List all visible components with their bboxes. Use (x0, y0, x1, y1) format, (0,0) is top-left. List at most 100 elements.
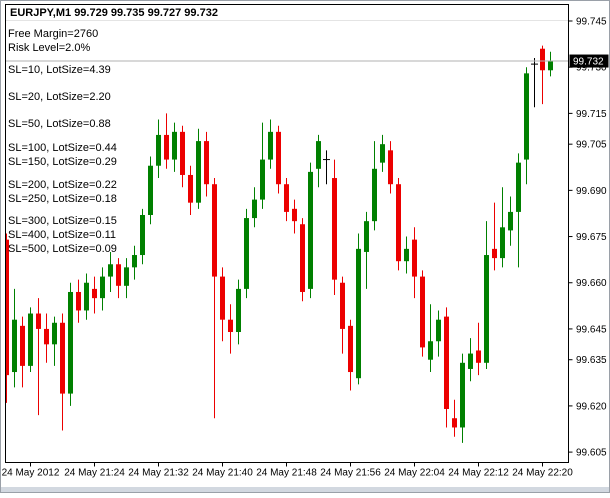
candle (460, 353, 465, 443)
comment-line: SL=20, LotSize=2.20 (8, 91, 111, 103)
candle (508, 196, 513, 246)
candle (140, 208, 145, 265)
price-tick-label: 99.730 (576, 63, 607, 74)
price-tick-label: 99.705 (576, 140, 607, 151)
comment-line: SL=250, LotSize=0.18 (8, 193, 117, 205)
bear-body (6, 239, 9, 376)
bull-body (28, 313, 33, 366)
candle (500, 187, 505, 268)
candle (124, 258, 129, 299)
bear-body (476, 350, 481, 363)
candle (356, 233, 361, 385)
bear-body (20, 325, 25, 366)
time-tick-label: 24 May 22:04 (384, 468, 445, 479)
window-bottom-edge (0, 487, 610, 493)
price-tag-box (569, 54, 609, 68)
price-tick-label: 99.660 (576, 278, 607, 289)
bull-body (132, 255, 137, 268)
candle (548, 51, 553, 77)
price-tick-label: 99.635 (576, 355, 607, 366)
candle (524, 67, 529, 185)
bear-body (492, 248, 497, 259)
bull-body (364, 221, 369, 252)
bear-body (164, 134, 169, 160)
candle (6, 233, 9, 403)
bear-body (188, 174, 193, 203)
bear-body (300, 224, 305, 292)
candle (428, 304, 433, 373)
candle (316, 134, 321, 188)
chart-title: EURJPY,M1 99.729 99.735 99.727 99.732 (10, 7, 218, 19)
candle (236, 279, 241, 345)
bull-body (84, 282, 89, 311)
candle (12, 288, 17, 388)
candle (484, 221, 489, 369)
bear-body (284, 184, 289, 212)
candle (380, 134, 385, 172)
current-price-tag: 99.732 (569, 54, 609, 68)
comment-line: SL=50, LotSize=0.88 (8, 118, 111, 130)
candle (252, 187, 257, 228)
bear-body (228, 319, 233, 333)
bull-body (380, 144, 385, 163)
bear-body (348, 325, 353, 373)
candle (100, 267, 105, 311)
candle (28, 307, 33, 373)
candle (468, 338, 473, 382)
candle (436, 310, 441, 357)
bull-body (524, 73, 529, 160)
price-tick-label: 99.605 (576, 448, 607, 459)
bull-body (460, 362, 465, 428)
bull-body (508, 211, 513, 231)
bull-body (516, 162, 521, 212)
bull-body (236, 288, 241, 333)
candle (372, 141, 377, 231)
candles-layer (6, 45, 553, 443)
candle (84, 273, 89, 320)
bear-body (76, 291, 81, 311)
bear-body (420, 276, 425, 348)
price-axis[interactable]: 99.745 99.730 99.715 99.705 99.690 99.675 99.6… (568, 17, 608, 459)
candle (308, 162, 313, 299)
bull-body (260, 159, 265, 200)
bear-body (540, 48, 545, 71)
candle (76, 279, 81, 323)
bear-body (396, 184, 401, 262)
bear-body (212, 184, 217, 277)
candle (44, 313, 49, 363)
bear-body (452, 418, 457, 428)
comment-line: SL=10, LotSize=4.39 (8, 64, 111, 76)
candle (132, 245, 137, 280)
bull-body (500, 227, 505, 259)
chart-plot-area[interactable]: EURJPY,M1 99.729 99.735 99.727 99.732 Fr… (4, 4, 569, 463)
comment-block: Free Margin=2760 Risk Level=2.0% SL=10, Lo… (8, 28, 117, 255)
comment-line: SL=500, LotSize=0.09 (8, 243, 117, 255)
candle (172, 122, 177, 172)
comment-line: SL=100, LotSize=0.44 (8, 142, 117, 154)
bull-body (548, 61, 553, 71)
bear-body (92, 288, 97, 299)
bull-body (468, 353, 473, 369)
candle (476, 322, 481, 376)
price-tick-label: 99.715 (576, 109, 607, 120)
bull-body (108, 264, 113, 277)
candle (148, 156, 153, 225)
candle (68, 282, 73, 406)
candle (196, 128, 201, 209)
candle (180, 125, 185, 188)
bull-body (52, 322, 57, 345)
time-axis[interactable]: 24 May 2012 24 May 21:24 24 May 21:32 24 Ma… (2, 462, 574, 479)
price-tick-label: 99.620 (576, 401, 607, 412)
candle (388, 141, 393, 194)
price-tick-label: 99.690 (576, 186, 607, 197)
candle (452, 399, 457, 437)
candle (276, 125, 281, 194)
time-tick-label: 24 May 2012 (2, 468, 60, 479)
candle (60, 313, 65, 431)
candle (420, 270, 425, 357)
candle (540, 45, 545, 105)
price-tick-label: 99.675 (576, 232, 607, 243)
price-tick-label: 99.745 (576, 17, 607, 28)
candle (220, 267, 225, 342)
candle (212, 178, 217, 419)
